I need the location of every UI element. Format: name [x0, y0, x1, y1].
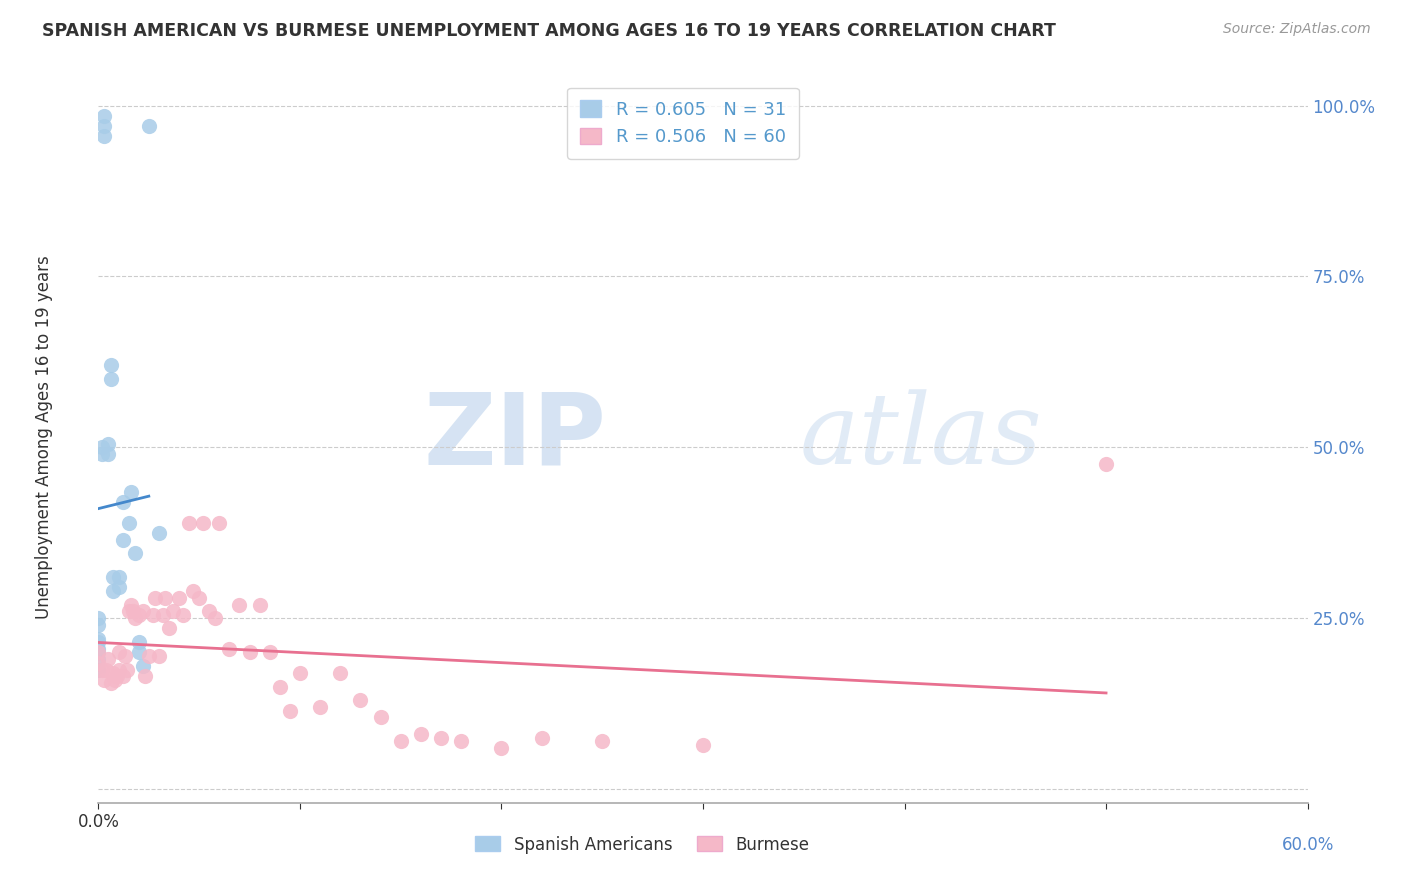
Point — [120, 484, 142, 499]
Point — [491, 741, 513, 756]
Point — [97, 447, 120, 461]
Point — [111, 495, 134, 509]
Point — [132, 604, 155, 618]
Point — [142, 607, 165, 622]
Point — [103, 673, 125, 687]
Point — [100, 359, 122, 373]
Point — [134, 669, 156, 683]
Point — [138, 648, 160, 663]
Text: Source: ZipAtlas.com: Source: ZipAtlas.com — [1223, 22, 1371, 37]
Text: SPANISH AMERICAN VS BURMESE UNEMPLOYMENT AMONG AGES 16 TO 19 YEARS CORRELATION C: SPANISH AMERICAN VS BURMESE UNEMPLOYMENT… — [42, 22, 1056, 40]
Point — [157, 622, 180, 636]
Point — [148, 648, 170, 663]
Point — [107, 581, 129, 595]
Point — [409, 727, 432, 741]
Point — [124, 546, 146, 560]
Point — [97, 437, 120, 451]
Point — [167, 591, 190, 605]
Point — [153, 591, 176, 605]
Point — [100, 676, 122, 690]
Point — [111, 669, 134, 683]
Point — [278, 704, 301, 718]
Point — [101, 583, 124, 598]
Point — [118, 516, 141, 530]
Point — [107, 570, 129, 584]
Point — [198, 604, 221, 618]
Point — [172, 607, 194, 622]
Point — [208, 516, 231, 530]
Point — [148, 525, 170, 540]
Point — [87, 645, 110, 659]
Point — [204, 611, 226, 625]
Point — [100, 372, 122, 386]
Point — [120, 598, 142, 612]
Point — [91, 663, 114, 677]
Point — [450, 734, 472, 748]
Point — [87, 632, 110, 646]
Point — [249, 598, 271, 612]
Point — [93, 119, 115, 133]
Point — [128, 645, 150, 659]
Point — [269, 680, 291, 694]
Point — [121, 604, 143, 618]
Point — [218, 642, 240, 657]
Point — [107, 645, 129, 659]
Point — [181, 583, 204, 598]
Point — [91, 440, 114, 454]
Text: Unemployment Among Ages 16 to 19 years: Unemployment Among Ages 16 to 19 years — [35, 255, 53, 619]
Point — [288, 665, 311, 680]
Point — [389, 734, 412, 748]
Legend: Spanish Americans, Burmese: Spanish Americans, Burmese — [468, 829, 817, 860]
Point — [87, 645, 110, 659]
Point — [228, 598, 250, 612]
Point — [259, 645, 281, 659]
Point — [87, 611, 110, 625]
Point — [143, 591, 166, 605]
Text: 60.0%: 60.0% — [1281, 836, 1334, 854]
Text: ZIP: ZIP — [423, 389, 606, 485]
Point — [91, 447, 114, 461]
Point — [124, 611, 146, 625]
Point — [239, 645, 262, 659]
Point — [309, 700, 332, 714]
Point — [349, 693, 371, 707]
Text: atlas: atlas — [800, 390, 1042, 484]
Point — [138, 119, 160, 133]
Point — [162, 604, 184, 618]
Point — [115, 663, 138, 677]
Point — [111, 533, 134, 547]
Point — [87, 663, 110, 677]
Point — [188, 591, 211, 605]
Point — [530, 731, 553, 745]
Point — [87, 635, 110, 649]
Point — [152, 607, 174, 622]
Point — [87, 652, 110, 666]
Point — [128, 607, 150, 622]
Point — [1095, 458, 1118, 472]
Point — [101, 570, 124, 584]
Point — [96, 663, 118, 677]
Point — [93, 109, 115, 123]
Point — [97, 652, 120, 666]
Point — [193, 516, 215, 530]
Point — [93, 673, 115, 687]
Point — [93, 129, 115, 144]
Point — [370, 710, 392, 724]
Point — [128, 635, 150, 649]
Point — [179, 516, 201, 530]
Point — [101, 665, 124, 680]
Point — [591, 734, 613, 748]
Point — [107, 663, 129, 677]
Point — [87, 656, 110, 670]
Point — [105, 669, 128, 683]
Point — [430, 731, 453, 745]
Point — [329, 665, 352, 680]
Point — [87, 618, 110, 632]
Point — [692, 738, 714, 752]
Point — [118, 604, 141, 618]
Point — [132, 659, 155, 673]
Point — [87, 642, 110, 657]
Point — [114, 648, 136, 663]
